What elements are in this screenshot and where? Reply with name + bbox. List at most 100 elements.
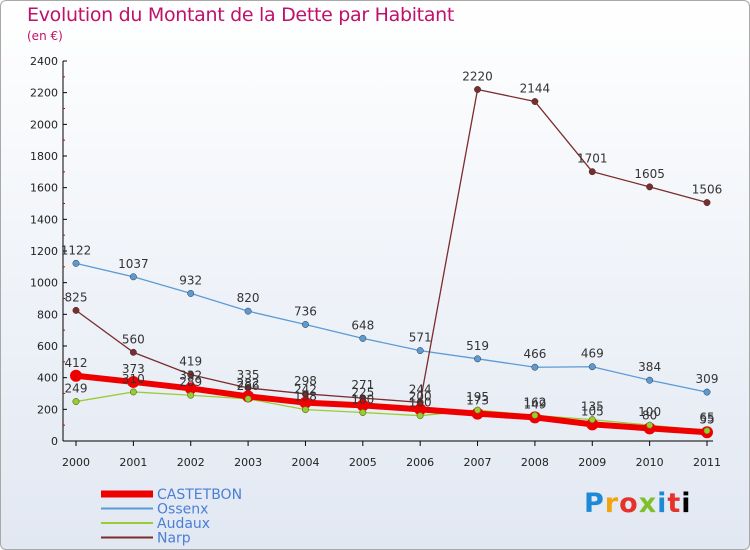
data-label: 180 bbox=[351, 393, 374, 407]
data-label: 289 bbox=[179, 375, 202, 389]
data-point bbox=[646, 421, 653, 429]
data-label: 2220 bbox=[462, 70, 493, 84]
data-label: 271 bbox=[351, 378, 374, 392]
legend-label: Ossenx bbox=[157, 502, 208, 518]
data-point bbox=[531, 363, 539, 371]
data-label: 1506 bbox=[692, 183, 723, 197]
data-point bbox=[70, 369, 82, 382]
data-label: 160 bbox=[409, 396, 432, 410]
data-point bbox=[187, 371, 195, 379]
x-tick-label: 2010 bbox=[636, 456, 664, 469]
data-point bbox=[244, 395, 252, 403]
data-point bbox=[359, 409, 367, 416]
x-tick-label: 2008 bbox=[521, 456, 549, 469]
data-point bbox=[72, 398, 80, 405]
data-label: 519 bbox=[466, 339, 489, 353]
data-point bbox=[187, 289, 195, 297]
y-tick-label: 0 bbox=[51, 435, 58, 448]
x-tick-label: 2000 bbox=[62, 456, 90, 469]
data-point bbox=[187, 391, 195, 399]
data-label: 200 bbox=[409, 389, 432, 403]
data-label: 2144 bbox=[520, 82, 551, 96]
series-line-narp bbox=[75, 88, 708, 404]
data-label: 932 bbox=[179, 273, 202, 287]
data-point bbox=[129, 273, 137, 281]
chart-subtitle: (en €) bbox=[27, 29, 63, 43]
x-tick-label: 2004 bbox=[291, 456, 319, 469]
data-label: 298 bbox=[294, 374, 317, 388]
y-tick-label: 2000 bbox=[30, 118, 58, 131]
data-point bbox=[130, 388, 137, 396]
y-tick-label: 1800 bbox=[30, 150, 58, 163]
data-label: 149 bbox=[523, 397, 546, 411]
series-line-audaux bbox=[75, 391, 708, 432]
data-point bbox=[127, 375, 140, 388]
data-point bbox=[531, 412, 539, 419]
data-point bbox=[588, 168, 596, 176]
x-tick-label: 2011 bbox=[693, 456, 721, 469]
data-label: 242 bbox=[294, 383, 317, 397]
data-label: 135 bbox=[581, 400, 604, 414]
data-point bbox=[129, 348, 137, 356]
data-point bbox=[474, 86, 481, 93]
data-point bbox=[302, 406, 309, 413]
x-tick-label: 2001 bbox=[119, 456, 147, 469]
data-label: 419 bbox=[179, 355, 202, 369]
data-label: 310 bbox=[122, 372, 145, 386]
data-label: 65 bbox=[699, 411, 714, 425]
y-tick-label: 1000 bbox=[30, 277, 58, 290]
data-label: 571 bbox=[409, 331, 432, 345]
data-label: 560 bbox=[122, 332, 145, 346]
data-label: 332 bbox=[179, 368, 202, 382]
y-tick-label: 600 bbox=[37, 340, 58, 353]
data-label: 384 bbox=[638, 360, 661, 374]
data-point bbox=[302, 321, 309, 328]
data-label: 80 bbox=[642, 408, 657, 422]
legend-label: Narp bbox=[157, 531, 191, 547]
data-label: 335 bbox=[237, 368, 260, 382]
data-point bbox=[588, 416, 596, 423]
data-label: 173 bbox=[466, 394, 489, 408]
data-label: 225 bbox=[351, 385, 374, 399]
data-point bbox=[359, 334, 367, 342]
data-label: 309 bbox=[696, 372, 719, 386]
series-line-ossenx bbox=[75, 262, 708, 393]
data-point bbox=[244, 307, 252, 315]
x-tick-label: 2009 bbox=[578, 456, 606, 469]
data-label: 55 bbox=[699, 412, 714, 426]
data-label: 282 bbox=[237, 376, 260, 390]
data-label: 1701 bbox=[577, 152, 608, 166]
legend-label: Audaux bbox=[157, 516, 210, 532]
data-point bbox=[703, 427, 711, 435]
y-tick-label: 200 bbox=[37, 403, 58, 416]
y-tick-label: 2200 bbox=[30, 87, 58, 100]
data-point bbox=[703, 388, 711, 396]
data-point bbox=[646, 183, 654, 191]
data-point bbox=[588, 363, 596, 371]
proxiti-logo: Proxiti bbox=[584, 488, 692, 519]
data-point bbox=[703, 199, 711, 207]
data-point bbox=[72, 306, 80, 314]
y-tick-label: 2400 bbox=[30, 55, 58, 68]
data-point bbox=[646, 376, 654, 384]
legend-label: CASTETBON bbox=[157, 487, 242, 503]
data-label: 198 bbox=[294, 390, 317, 404]
data-label: 249 bbox=[65, 382, 88, 396]
x-tick-label: 2007 bbox=[464, 456, 492, 469]
data-label: 1037 bbox=[118, 257, 149, 271]
data-point bbox=[474, 355, 481, 363]
data-label: 412 bbox=[65, 356, 88, 370]
data-point bbox=[416, 347, 424, 355]
y-tick-label: 1600 bbox=[30, 182, 58, 195]
chart-title: Evolution du Montant de la Dette par Hab… bbox=[27, 4, 455, 26]
data-point bbox=[531, 98, 539, 105]
data-label: 244 bbox=[409, 382, 432, 396]
data-label: 469 bbox=[581, 347, 604, 361]
data-label: 736 bbox=[294, 304, 317, 318]
data-label: 266 bbox=[237, 379, 260, 393]
data-label: 105 bbox=[581, 404, 604, 418]
data-point bbox=[416, 412, 424, 419]
data-label: 195 bbox=[466, 390, 489, 404]
